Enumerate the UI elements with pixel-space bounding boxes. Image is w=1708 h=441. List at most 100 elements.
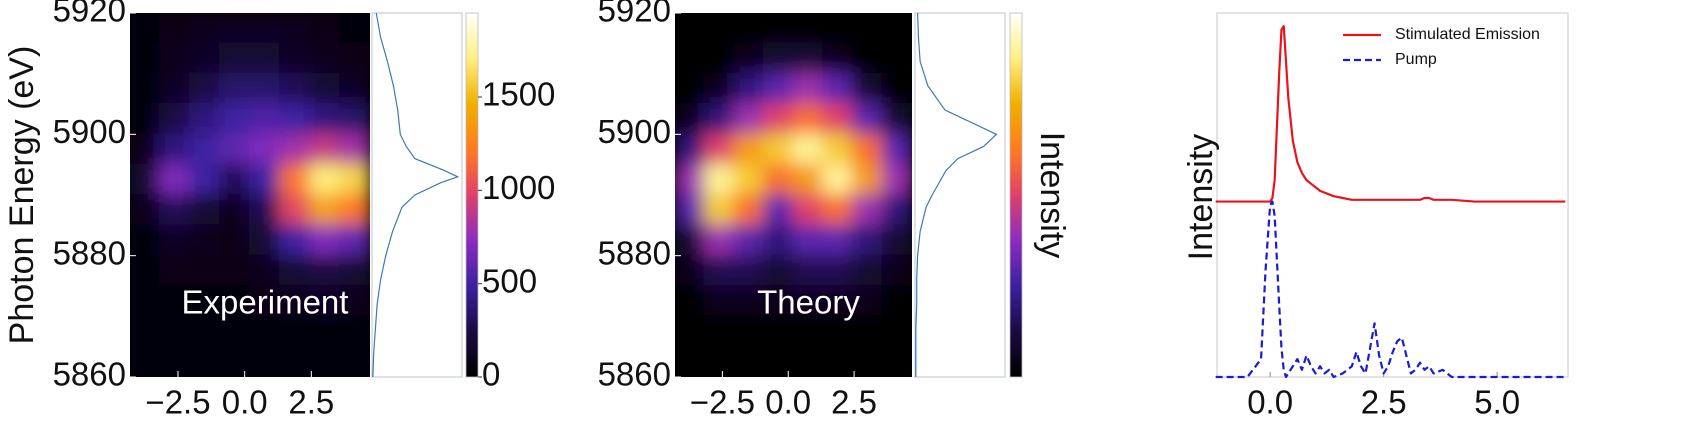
heatmap-cell bbox=[881, 285, 912, 318]
heatmap-cell bbox=[189, 254, 221, 287]
heatmap-cell bbox=[130, 315, 161, 348]
heatmap-cell bbox=[675, 254, 706, 287]
plot-frame bbox=[1216, 12, 1569, 378]
x-tick-label: −2.5 bbox=[690, 384, 755, 421]
heatmap-cell bbox=[159, 254, 191, 287]
heatmap-cell bbox=[733, 224, 765, 257]
heatmap-cell bbox=[130, 13, 161, 45]
heatmap-cell bbox=[851, 13, 884, 45]
heatmap-cell bbox=[339, 133, 370, 166]
heatmap-cell bbox=[881, 163, 912, 196]
heatmap-cell bbox=[249, 42, 281, 75]
heatmap-cell bbox=[675, 13, 706, 45]
heatmap-cell bbox=[189, 315, 221, 348]
heatmap-cell bbox=[339, 194, 370, 227]
heatmap-cell bbox=[675, 315, 706, 348]
heatmap-cell bbox=[851, 72, 884, 105]
heatmap-cell bbox=[189, 224, 221, 257]
heatmap-blur bbox=[130, 13, 370, 377]
heatmap-cell bbox=[881, 345, 912, 377]
heatmap-cell bbox=[881, 254, 912, 287]
heatmap-cell bbox=[675, 103, 706, 136]
x-tick-label: 2.5 bbox=[288, 384, 334, 421]
heatmap-cell bbox=[279, 72, 311, 105]
heatmap-cell bbox=[703, 254, 736, 287]
heatmap-cell bbox=[792, 72, 825, 105]
heatmap-cell bbox=[822, 72, 854, 105]
heatmap-cell bbox=[339, 345, 370, 377]
heatmap-cell bbox=[309, 72, 341, 105]
heatmap-cell bbox=[733, 42, 765, 75]
heatmap-cell bbox=[762, 315, 795, 348]
colorbar-tick-label: 1500 bbox=[482, 76, 555, 113]
heatmap-cell bbox=[762, 194, 795, 227]
heatmap-cell bbox=[733, 72, 765, 105]
heatmap-cell bbox=[675, 72, 706, 105]
heatmap-cell bbox=[703, 163, 736, 196]
heatmap-cell bbox=[159, 194, 191, 227]
heatmap-cell bbox=[249, 163, 281, 196]
heatmap-cell bbox=[309, 103, 341, 136]
heatmap-cell bbox=[159, 42, 191, 75]
heatmap-cell bbox=[733, 194, 765, 227]
heatmap-cell bbox=[219, 133, 251, 166]
heatmap-cell bbox=[762, 285, 795, 318]
heatmap-cell bbox=[130, 254, 161, 287]
heatmap-cell bbox=[762, 254, 795, 287]
heatmap-cell bbox=[703, 42, 736, 75]
heatmap-cell bbox=[309, 163, 341, 196]
heatmap-cell bbox=[339, 13, 370, 45]
heatmap-cell bbox=[733, 254, 765, 287]
heatmap-cell bbox=[219, 285, 251, 318]
heatmap-cell bbox=[249, 72, 281, 105]
heatmap-cell bbox=[219, 13, 251, 45]
y-tick-label: 5920 bbox=[598, 0, 671, 29]
heatmap-cell bbox=[309, 315, 341, 348]
heatmap-cell bbox=[675, 345, 706, 377]
heatmap-cell bbox=[219, 163, 251, 196]
colorbar bbox=[465, 12, 479, 378]
heatmap-cell bbox=[851, 315, 884, 348]
heatmap-cell bbox=[851, 345, 884, 377]
heatmap-cell bbox=[733, 345, 765, 377]
heatmap-cell bbox=[792, 285, 825, 318]
heatmap-cell bbox=[339, 72, 370, 105]
heatmap-cell bbox=[219, 254, 251, 287]
heatmap-cell bbox=[249, 194, 281, 227]
x-tick-label: 2.5 bbox=[1361, 384, 1407, 421]
heatmap-cell bbox=[219, 345, 251, 377]
heatmap-blur bbox=[675, 13, 912, 377]
heatmap-cell bbox=[703, 285, 736, 318]
heatmap-cell bbox=[792, 315, 825, 348]
heatmap-cells bbox=[130, 13, 370, 377]
heatmap-cell bbox=[881, 133, 912, 166]
heatmap-cell bbox=[189, 194, 221, 227]
heatmap-cell bbox=[822, 163, 854, 196]
spectrum-frame bbox=[914, 12, 1006, 378]
heatmap-cell bbox=[675, 163, 706, 196]
heatmap-cell bbox=[159, 72, 191, 105]
heatmap-cell bbox=[792, 254, 825, 287]
heatmap-cell bbox=[851, 224, 884, 257]
heatmap-cell bbox=[703, 72, 736, 105]
heatmap-cell bbox=[309, 285, 341, 318]
heatmap-cell bbox=[219, 194, 251, 227]
y-tick-label: 5880 bbox=[53, 234, 126, 271]
heatmap-cell bbox=[279, 133, 311, 166]
heatmap-cell bbox=[733, 285, 765, 318]
y-axis-label: Intensity bbox=[1182, 134, 1220, 261]
heatmap-cell bbox=[309, 254, 341, 287]
heatmap-cell bbox=[249, 345, 281, 377]
heatmap-cell bbox=[792, 345, 825, 377]
heatmap-cell bbox=[703, 133, 736, 166]
heatmap-cell bbox=[339, 285, 370, 318]
heatmap-cell bbox=[159, 315, 191, 348]
colorbar-label: Intensity bbox=[1033, 132, 1071, 259]
heatmap-cell bbox=[822, 42, 854, 75]
heatmap-cell bbox=[881, 224, 912, 257]
heatmap-cell bbox=[792, 133, 825, 166]
heatmap-cell bbox=[881, 72, 912, 105]
heatmap-cell bbox=[851, 163, 884, 196]
heatmap-cell bbox=[881, 194, 912, 227]
